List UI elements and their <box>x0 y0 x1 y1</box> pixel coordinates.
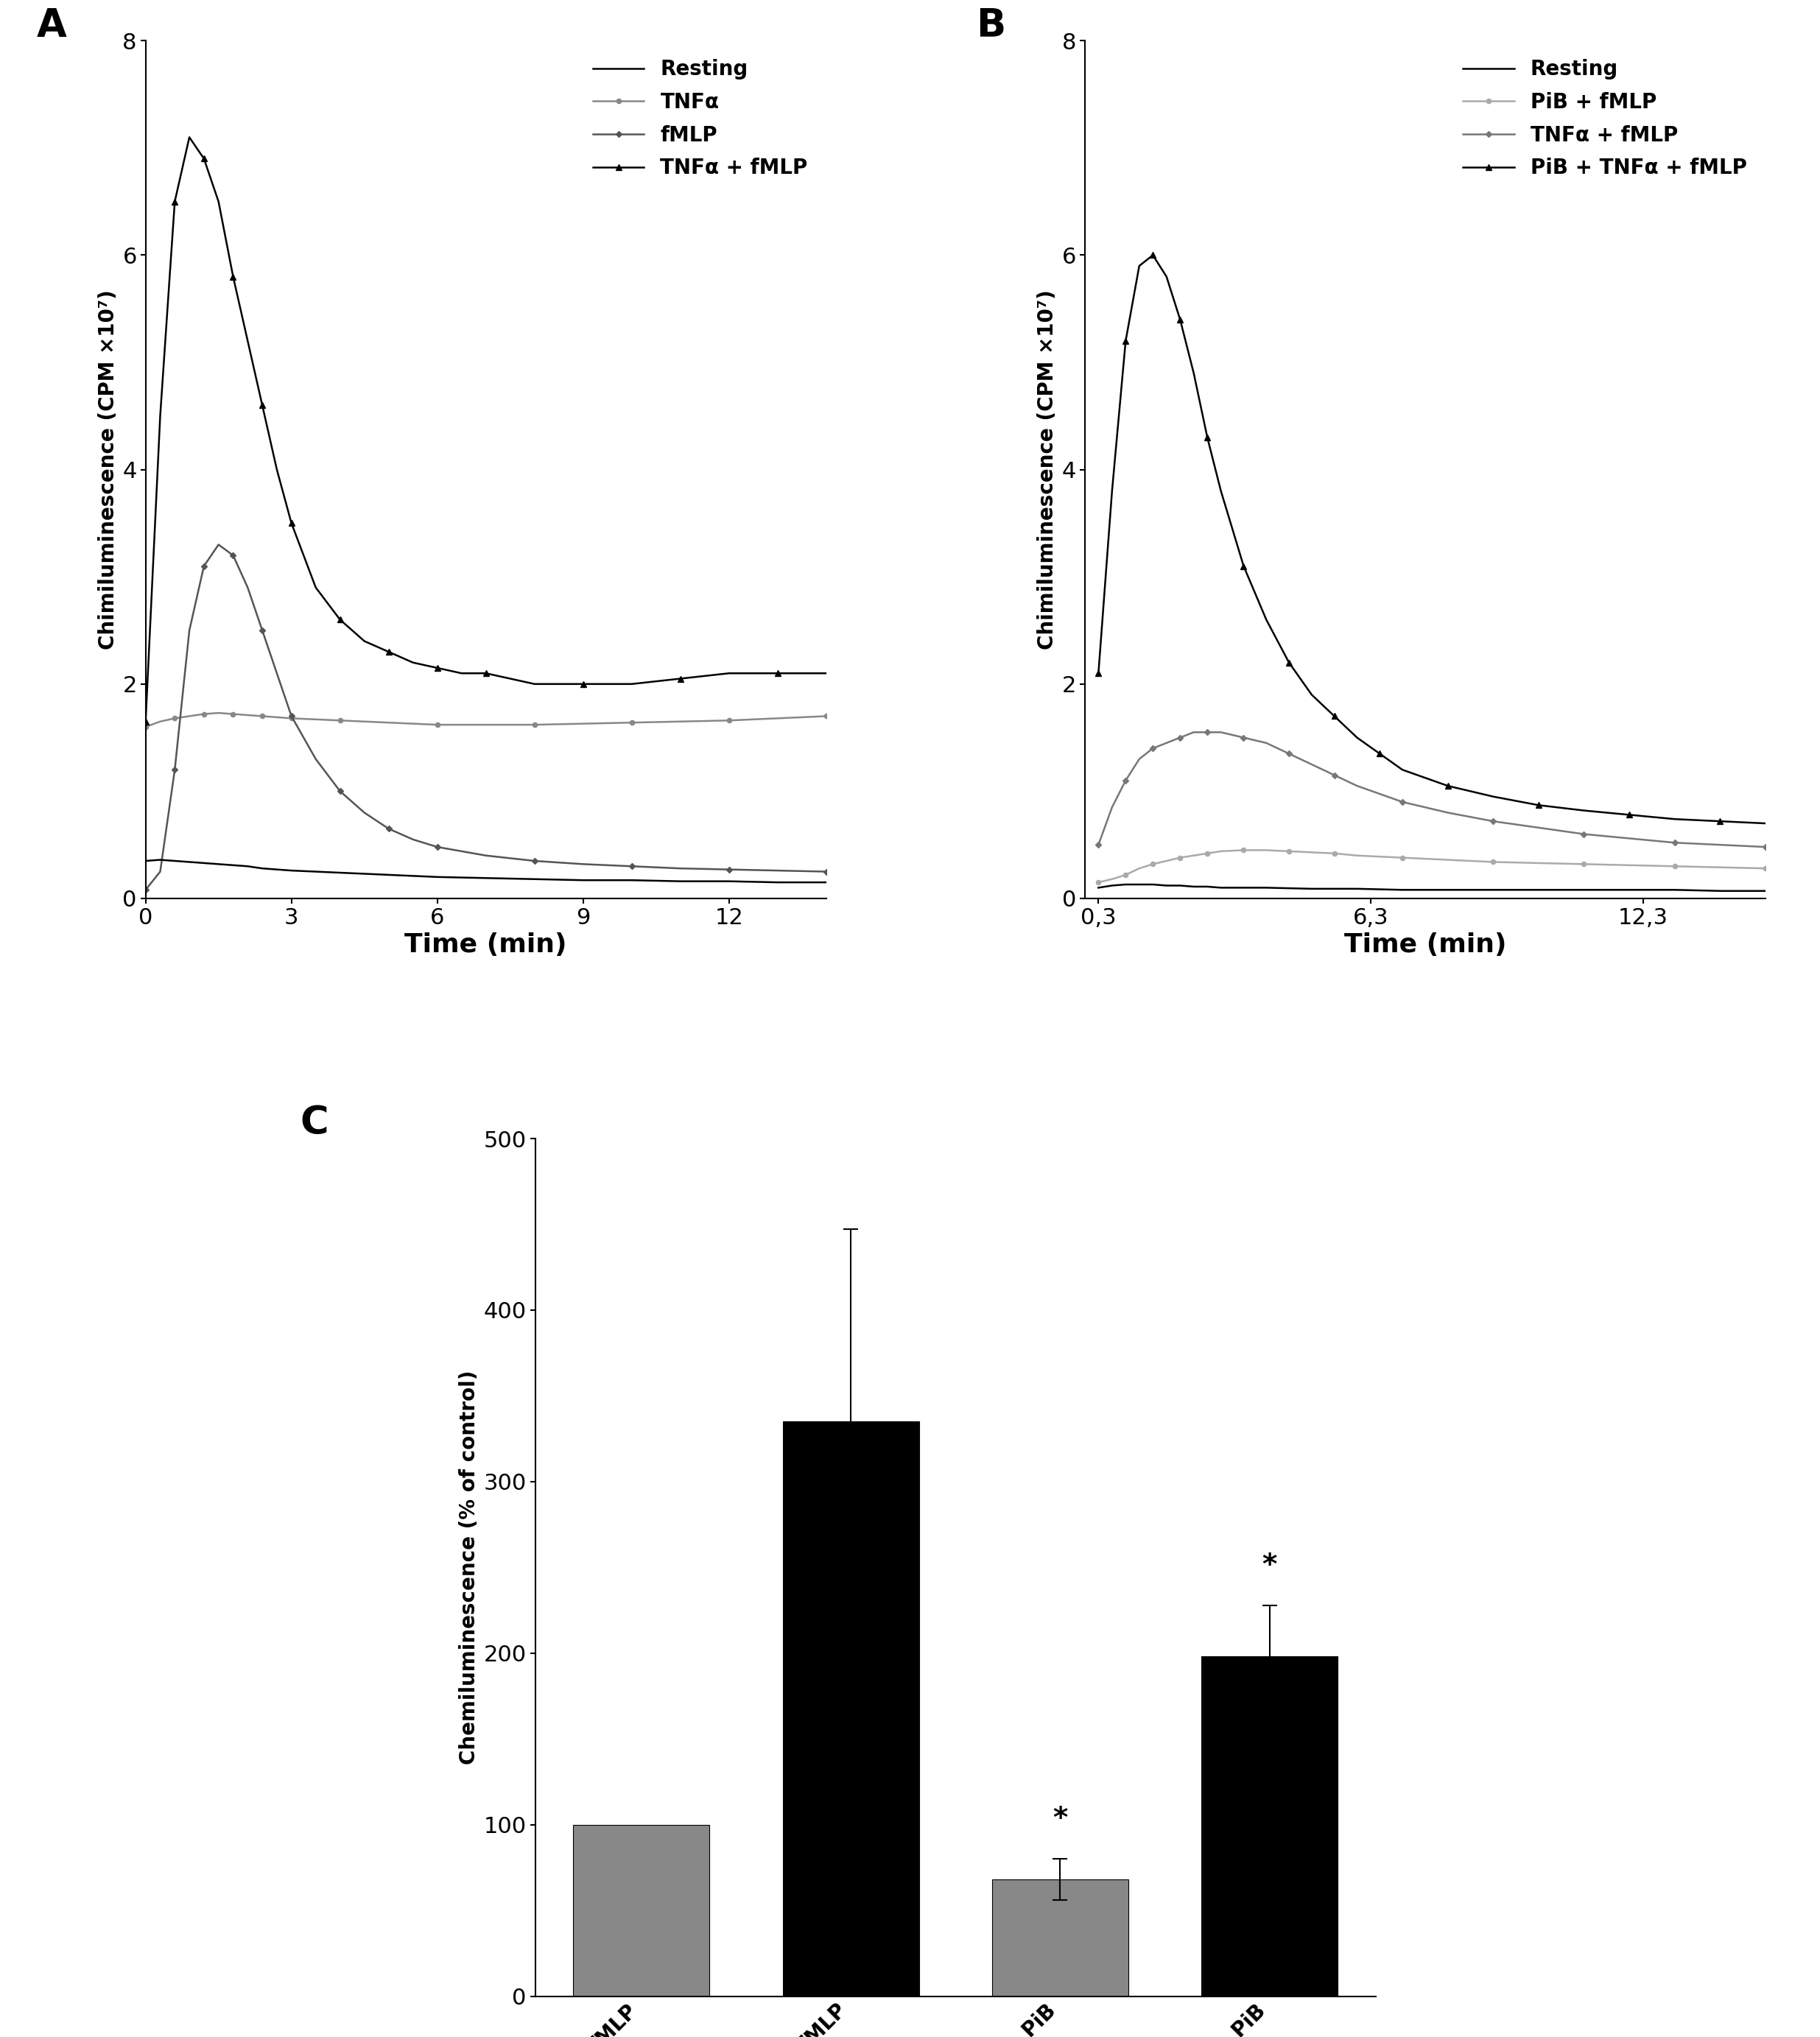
Legend: Resting, PiB + fMLP, TNFα + fMLP, PiB + TNFα + fMLP: Resting, PiB + fMLP, TNFα + fMLP, PiB + … <box>1454 51 1754 187</box>
X-axis label: Time (min): Time (min) <box>404 933 568 957</box>
Bar <box>783 1422 919 1996</box>
Text: C: C <box>300 1104 328 1143</box>
Legend: Resting, TNFα, fMLP, TNFα + fMLP: Resting, TNFα, fMLP, TNFα + fMLP <box>584 51 815 187</box>
Y-axis label: Chimiluminescence (CPM ×10⁷): Chimiluminescence (CPM ×10⁷) <box>1037 289 1057 650</box>
Bar <box>992 1880 1128 1996</box>
Y-axis label: Chemiluminescence (% of control): Chemiluminescence (% of control) <box>459 1371 479 1764</box>
Text: B: B <box>976 6 1006 45</box>
Text: *: * <box>1052 1805 1068 1833</box>
Bar <box>573 1825 710 1996</box>
X-axis label: Time (min): Time (min) <box>1343 933 1507 957</box>
Y-axis label: Chimiluminescence (CPM ×10⁷): Chimiluminescence (CPM ×10⁷) <box>98 289 118 650</box>
Text: A: A <box>36 6 67 45</box>
Text: *: * <box>1261 1552 1278 1579</box>
Bar <box>1201 1656 1338 1996</box>
